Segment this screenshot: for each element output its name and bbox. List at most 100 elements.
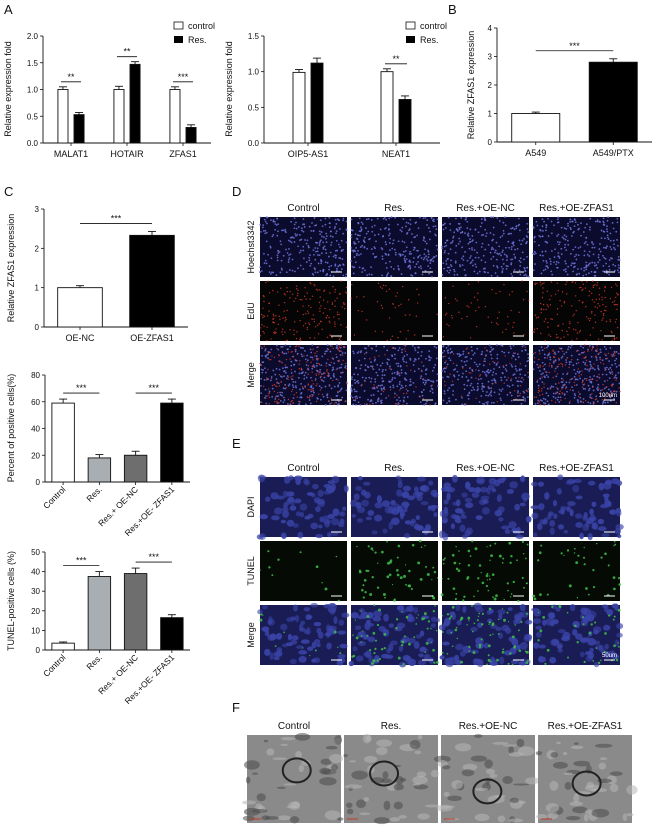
cell-signal xyxy=(305,313,307,315)
cell-signal xyxy=(430,356,432,359)
cell-signal xyxy=(614,376,616,379)
cell-signal xyxy=(296,295,299,297)
cell-signal xyxy=(427,256,430,259)
cell-signal xyxy=(564,268,567,271)
cell-signal xyxy=(259,224,262,226)
cell-signal xyxy=(413,360,416,363)
nucleus xyxy=(413,486,419,493)
cell-signal xyxy=(394,306,396,309)
cell-signal xyxy=(508,246,511,249)
cell-signal xyxy=(386,363,389,366)
cell-signal xyxy=(474,228,477,231)
cell-signal xyxy=(276,347,278,350)
cell-signal xyxy=(409,266,412,269)
cell-signal xyxy=(397,402,400,405)
cell-signal xyxy=(296,396,299,398)
cell-signal xyxy=(384,388,386,391)
cell-signal xyxy=(605,320,608,323)
cell-signal xyxy=(616,303,618,306)
cell-signal xyxy=(487,589,490,592)
cell-signal xyxy=(433,570,437,574)
nucleus xyxy=(575,521,583,528)
organelle xyxy=(424,804,440,808)
cell-signal xyxy=(266,222,268,225)
cell-signal xyxy=(546,290,548,292)
cell-signal xyxy=(391,242,394,245)
significance-label: ** xyxy=(67,72,75,82)
cell-signal xyxy=(492,371,495,374)
cell-signal xyxy=(262,614,264,616)
cell-signal xyxy=(443,267,446,270)
y-tick-label: 0.5 xyxy=(27,112,39,121)
nucleus xyxy=(465,481,471,490)
cell-signal xyxy=(299,388,301,391)
cell-signal xyxy=(517,385,519,387)
cell-signal xyxy=(403,360,405,363)
cell-signal xyxy=(591,386,594,389)
cell-signal xyxy=(381,235,384,238)
cell-signal xyxy=(468,645,471,649)
cell-signal xyxy=(493,379,496,382)
cell-signal xyxy=(299,239,301,242)
cell-signal xyxy=(603,290,606,292)
cell-signal xyxy=(299,264,302,267)
cell-signal xyxy=(420,361,423,363)
cell-signal xyxy=(562,373,565,375)
bar-control-oip5-as1 xyxy=(292,71,306,144)
cell-signal xyxy=(380,550,384,554)
cell-signal xyxy=(267,353,269,356)
cell-signal xyxy=(328,320,331,322)
cell-signal xyxy=(319,233,322,236)
cell-signal xyxy=(386,361,388,364)
cell-signal xyxy=(581,280,583,283)
organelle xyxy=(489,773,498,778)
cell-signal xyxy=(353,379,356,381)
cell-signal xyxy=(305,364,308,366)
nucleus xyxy=(395,475,401,480)
cell-signal xyxy=(596,379,598,382)
cell-signal xyxy=(490,387,493,390)
nucleus xyxy=(417,476,426,482)
cell-signal xyxy=(284,387,286,390)
cell-signal xyxy=(285,318,287,321)
nucleus xyxy=(443,499,449,505)
cell-signal xyxy=(291,293,294,295)
cell-signal xyxy=(532,269,535,272)
cell-signal xyxy=(560,381,563,383)
cell-signal xyxy=(333,362,336,365)
cell-signal xyxy=(519,373,522,376)
micrograph-hoechst3342-0 xyxy=(259,216,348,278)
cell-signal xyxy=(479,374,482,376)
cell-signal xyxy=(332,372,335,375)
cell-signal xyxy=(435,255,438,257)
cell-signal xyxy=(442,228,445,231)
nucleus xyxy=(355,655,364,662)
cell-signal xyxy=(423,383,426,386)
cell-signal xyxy=(433,366,435,369)
cell-signal xyxy=(340,268,343,271)
cell-signal xyxy=(492,255,495,258)
cell-signal xyxy=(357,351,360,353)
cell-signal xyxy=(415,315,418,317)
cell-signal xyxy=(278,374,281,376)
cell-signal xyxy=(591,349,593,351)
cell-signal xyxy=(305,403,307,406)
cell-signal xyxy=(585,359,588,362)
cell-signal xyxy=(446,613,450,616)
cell-signal xyxy=(361,310,363,313)
cell-signal xyxy=(537,391,540,394)
cell-signal xyxy=(612,576,616,579)
cell-signal xyxy=(583,242,586,245)
cell-signal xyxy=(342,274,345,277)
nucleus xyxy=(374,514,383,522)
cell-signal xyxy=(302,325,305,327)
cell-signal xyxy=(442,562,445,565)
cell-signal xyxy=(412,390,415,393)
cell-signal xyxy=(396,573,400,577)
cell-signal xyxy=(584,387,587,390)
cell-signal xyxy=(554,248,556,251)
cell-signal xyxy=(421,394,424,397)
cell-signal xyxy=(316,250,319,253)
